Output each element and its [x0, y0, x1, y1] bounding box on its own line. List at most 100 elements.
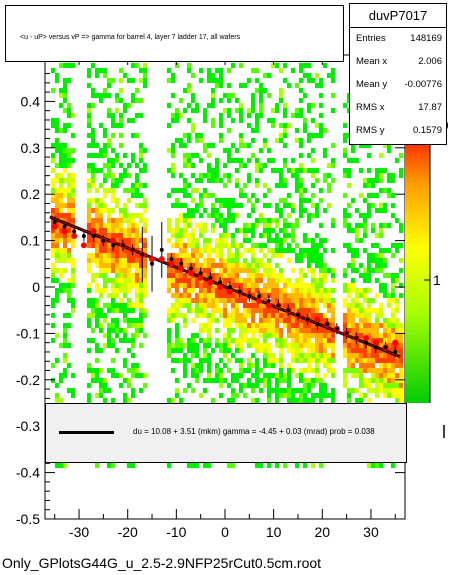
heatmap-cell — [259, 463, 263, 468]
axes: -30 -20 -10 0 10 20 30-0.5-0.4-0.3-0.2-0.100.1… — [16, 55, 405, 540]
x-tick-label: -20 — [118, 524, 138, 540]
heatmap-cell — [143, 273, 147, 278]
heatmap-cell — [103, 343, 107, 348]
heatmap-cell — [211, 173, 215, 178]
heatmap-cell — [63, 63, 67, 68]
heatmap-cell — [359, 223, 363, 228]
heatmap-cell — [99, 393, 103, 398]
heatmap-cell — [355, 373, 359, 378]
heatmap-cell — [371, 323, 375, 328]
profile-point-black — [52, 220, 57, 225]
heatmap-cell — [63, 168, 67, 173]
heatmap-cell — [215, 288, 219, 293]
heatmap-cell — [63, 93, 67, 98]
heatmap-cell — [379, 323, 383, 328]
heatmap-cell — [207, 293, 211, 298]
heatmap-cell — [263, 373, 267, 378]
heatmap-cell — [63, 123, 67, 128]
profile-point-black — [179, 261, 184, 266]
heatmap-cell — [263, 138, 267, 143]
heatmap-cell — [251, 108, 255, 113]
heatmap-cell — [275, 358, 279, 363]
heatmap-cell — [87, 183, 91, 188]
heatmap-cell — [371, 333, 375, 338]
heatmap-cell — [279, 228, 283, 233]
heatmap-cell — [95, 218, 99, 223]
heatmap-cell — [323, 153, 327, 158]
heatmap-cell — [383, 283, 387, 288]
heatmap-cell — [127, 278, 131, 283]
heatmap-cell — [379, 353, 383, 358]
heatmap-cell — [295, 258, 299, 263]
heatmap-cell — [183, 303, 187, 308]
heatmap-cell — [375, 258, 379, 263]
heatmap-cell — [51, 213, 55, 218]
heatmap-cell — [167, 103, 171, 108]
heatmap-cell — [211, 273, 215, 278]
heatmap-cell — [199, 173, 203, 178]
heatmap-cell — [319, 283, 323, 288]
heatmap-cell — [111, 323, 115, 328]
heatmap-cell — [175, 233, 179, 238]
heatmap-cell — [231, 198, 235, 203]
heatmap-cell — [263, 378, 267, 383]
heatmap-cell — [359, 348, 363, 353]
heatmap-cell — [259, 243, 263, 248]
heatmap-cell — [279, 348, 283, 353]
heatmap-cell — [87, 258, 91, 263]
heatmap-cell — [223, 298, 227, 303]
heatmap-cell — [395, 373, 399, 378]
heatmap-cell — [219, 248, 223, 253]
heatmap-cell — [267, 263, 271, 268]
heatmap-cell — [139, 113, 143, 118]
heatmap-cell — [223, 233, 227, 238]
heatmap-cell — [183, 193, 187, 198]
heatmap-cell — [283, 163, 287, 168]
heatmap-cell — [387, 223, 391, 228]
x-tick-label: 30 — [363, 524, 379, 540]
heatmap-cell — [271, 63, 275, 68]
heatmap-cell — [307, 138, 311, 143]
heatmap-cell — [143, 63, 147, 68]
heatmap-cell — [251, 273, 255, 278]
heatmap-cell — [375, 328, 379, 333]
heatmap-cell — [251, 203, 255, 208]
heatmap-cell — [91, 243, 95, 248]
heatmap-cell — [87, 168, 91, 173]
heatmap-cell — [239, 368, 243, 373]
heatmap-cell — [127, 248, 131, 253]
heatmap-cell — [139, 218, 143, 223]
heatmap-cell — [87, 283, 91, 288]
heatmap-cell — [211, 263, 215, 268]
heatmap-cell — [347, 283, 351, 288]
heatmap-cell — [71, 183, 75, 188]
heatmap-cell — [131, 158, 135, 163]
heatmap-cell — [239, 313, 243, 318]
heatmap-cell — [391, 253, 395, 258]
heatmap-cell — [323, 383, 327, 388]
heatmap-cell — [71, 198, 75, 203]
heatmap-cell — [287, 393, 291, 398]
heatmap-cell — [71, 263, 75, 268]
heatmap-cell — [111, 198, 115, 203]
heatmap-cell — [55, 233, 59, 238]
heatmap-cell — [259, 388, 263, 393]
heatmap-cell — [271, 283, 275, 288]
heatmap-cell — [267, 73, 271, 78]
heatmap-cell — [327, 293, 331, 298]
heatmap-cell — [275, 328, 279, 333]
heatmap-cell — [275, 378, 279, 383]
heatmap-cell — [331, 68, 335, 73]
heatmap-cell — [131, 353, 135, 358]
heatmap-cell — [231, 328, 235, 333]
heatmap-cell — [255, 288, 259, 293]
heatmap-cell — [227, 293, 231, 298]
heatmap-cell — [283, 343, 287, 348]
heatmap-cell — [95, 168, 99, 173]
heatmap-cell — [63, 463, 67, 468]
heatmap-cell — [287, 318, 291, 323]
heatmap-cell — [375, 333, 379, 338]
heatmap-cell — [167, 168, 171, 173]
heatmap-cell — [131, 223, 135, 228]
heatmap-cell — [259, 163, 263, 168]
